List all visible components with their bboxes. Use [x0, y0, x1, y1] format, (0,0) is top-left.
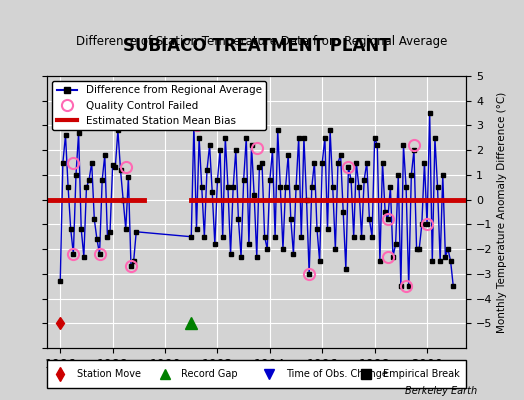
Text: Station Move: Station Move	[77, 369, 140, 379]
Text: Berkeley Earth: Berkeley Earth	[405, 386, 477, 396]
Title: SUBIACO TREATMENT PLANT: SUBIACO TREATMENT PLANT	[123, 37, 390, 55]
Text: Record Gap: Record Gap	[181, 369, 238, 379]
Y-axis label: Monthly Temperature Anomaly Difference (°C): Monthly Temperature Anomaly Difference (…	[497, 91, 507, 333]
Legend: Difference from Regional Average, Quality Control Failed, Estimated Station Mean: Difference from Regional Average, Qualit…	[52, 81, 266, 130]
Text: Time of Obs. Change: Time of Obs. Change	[286, 369, 388, 379]
FancyBboxPatch shape	[47, 360, 466, 388]
Text: Difference of Station Temperature Data from Regional Average: Difference of Station Temperature Data f…	[77, 36, 447, 48]
Text: Empirical Break: Empirical Break	[383, 369, 459, 379]
